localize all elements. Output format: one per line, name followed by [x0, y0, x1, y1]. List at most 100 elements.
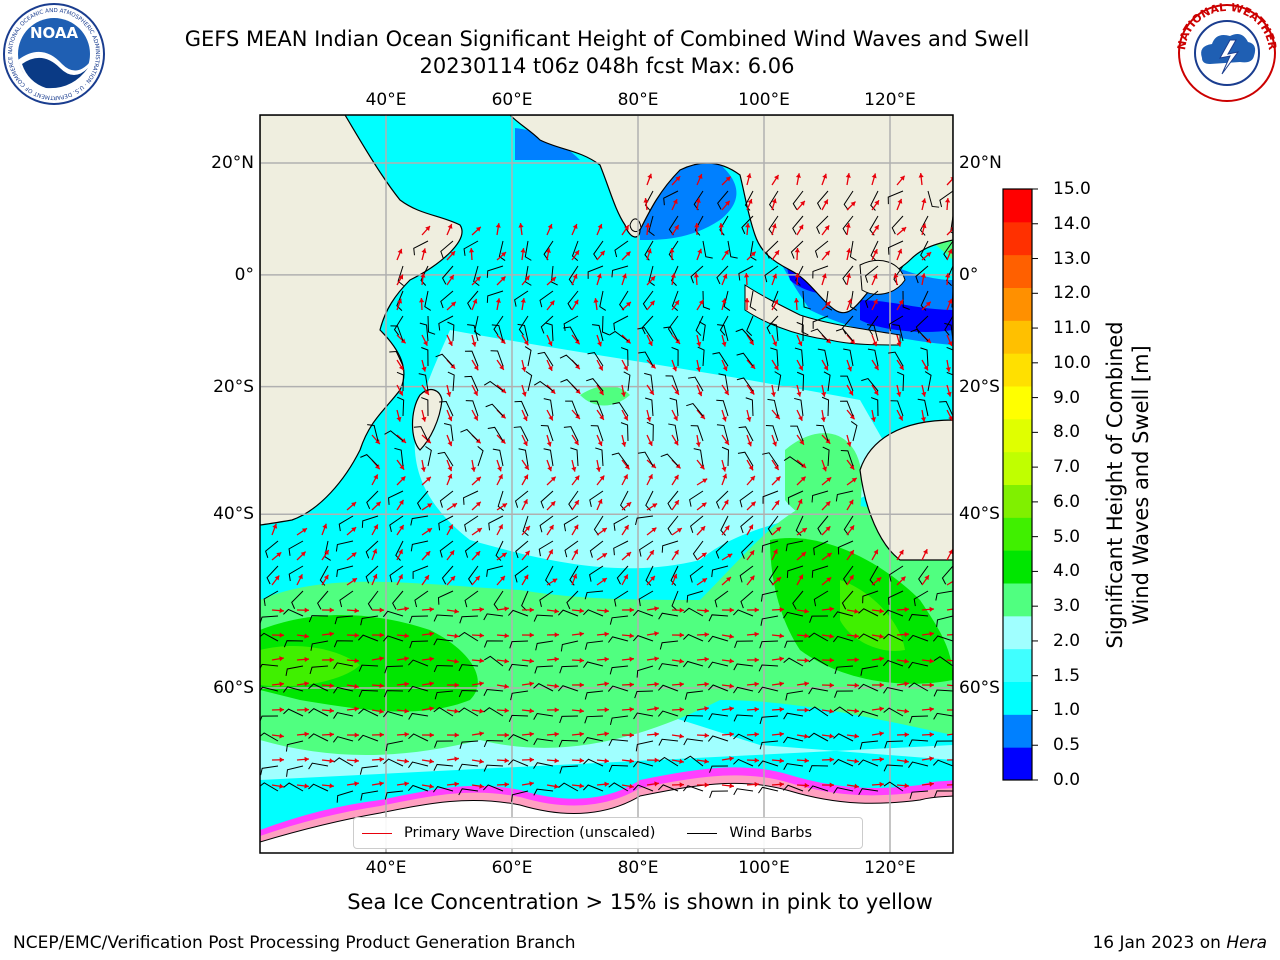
wave-arrow-head — [704, 706, 709, 712]
wave-arrow-head — [324, 550, 329, 556]
wind-barb — [360, 615, 379, 626]
wave-arrow-head — [724, 249, 729, 255]
colorbar-tick-label: 1.5 — [1053, 665, 1081, 686]
wave-arrow-head — [696, 367, 702, 372]
wave-arrow-head — [825, 526, 831, 532]
wave-arrow-head — [772, 273, 778, 279]
wave-arrow-head — [476, 528, 482, 533]
wind-barb — [632, 784, 654, 792]
wind-barb — [671, 590, 679, 612]
wind-barb — [492, 448, 504, 467]
wave-arrow-head — [804, 733, 809, 739]
wind-barb — [719, 315, 729, 336]
wind-barb — [843, 515, 854, 536]
wave-arrow-head — [447, 416, 453, 422]
wind-barb — [609, 615, 629, 625]
wave-arrow-head — [874, 225, 879, 231]
wind-barb — [683, 738, 704, 746]
wave-arrow-head — [854, 682, 859, 688]
wind-barb — [459, 615, 479, 624]
wave-arrow-head — [429, 783, 434, 789]
wind-barb — [493, 315, 504, 336]
wind-barb — [522, 515, 529, 537]
wave-arrow-head — [872, 274, 878, 279]
wave-arrow-head — [772, 341, 778, 347]
wind-barb — [396, 290, 404, 311]
wave-arrow-head — [524, 464, 529, 470]
wave-arrow-head — [946, 391, 952, 397]
legend-wind-label: Wind Barbs — [729, 825, 813, 841]
wave-arrow-head — [773, 365, 779, 371]
wind-barb — [702, 290, 711, 310]
wind-barb — [408, 761, 429, 769]
wave-arrow-head — [473, 365, 479, 371]
colorbar-swatch — [1003, 353, 1032, 387]
wind-barb — [812, 265, 829, 279]
wave-arrow-head — [479, 606, 484, 613]
wind-barb — [812, 315, 829, 329]
wind-barb — [308, 762, 329, 770]
wave-arrow-head — [700, 414, 705, 420]
wind-barb — [473, 265, 480, 287]
wind-barb — [683, 715, 704, 723]
wave-arrow-head — [779, 781, 784, 787]
wind-barb — [413, 426, 429, 442]
wave-arrow-head — [729, 783, 734, 789]
wind-barb — [288, 565, 304, 582]
wind-barb — [385, 740, 404, 752]
wave-arrow-head — [279, 632, 284, 638]
wind-barb — [860, 665, 879, 676]
wind-barb — [737, 451, 754, 467]
wind-barb — [464, 590, 479, 608]
wind-barb — [693, 448, 704, 467]
colorbar-swatch — [1003, 254, 1032, 288]
wind-barb — [384, 790, 404, 800]
borneo-landmass — [859, 260, 906, 295]
wind-barb — [392, 590, 404, 610]
wind-barb — [463, 240, 479, 256]
wave-arrow-head — [729, 756, 734, 762]
wave-arrow-head — [579, 631, 584, 637]
wave-arrow-head — [749, 575, 755, 581]
wind-barb — [913, 590, 929, 607]
wind-barb — [390, 325, 404, 342]
wind-barb — [308, 683, 329, 692]
wave-arrow-head — [404, 781, 409, 787]
wind-barb — [787, 490, 804, 505]
wind-barb — [760, 590, 779, 602]
wave-arrow-head — [572, 274, 578, 279]
wind-barb — [733, 609, 754, 617]
wind-barb — [716, 265, 729, 285]
wave-arrow-head — [651, 463, 656, 469]
colorbar-tick-label: 2.0 — [1053, 630, 1081, 651]
wave-arrow-head — [529, 607, 534, 613]
wind-barb — [533, 788, 554, 796]
wind-barb — [593, 515, 604, 536]
wind-barb — [514, 490, 529, 508]
wave-arrow-head — [524, 275, 530, 281]
wave-arrow-head — [379, 708, 384, 714]
wind-barb — [410, 515, 429, 526]
wave-arrow-head — [429, 732, 434, 738]
wave-arrow-head — [304, 607, 309, 613]
colorbar-tick-label: 0.5 — [1053, 735, 1081, 756]
wind-barb — [458, 664, 479, 672]
wave-arrow-head — [425, 551, 431, 557]
wave-arrow-head — [374, 464, 380, 470]
wind-barb — [409, 640, 429, 649]
wind-barb — [283, 686, 304, 693]
wave-arrow-head — [450, 576, 456, 582]
wave-arrow-head — [749, 550, 755, 556]
wind-barb — [365, 565, 379, 584]
wave-arrow-head — [823, 199, 828, 205]
colorbar-swatch — [1003, 484, 1032, 518]
wave-arrow-head — [447, 441, 453, 447]
wave-arrow-head — [429, 656, 434, 662]
wave-arrow-head — [468, 248, 475, 253]
wind-barb — [888, 315, 904, 332]
wind-barb — [464, 515, 479, 532]
wave-arrow-head — [529, 708, 534, 714]
wave-arrow-head — [574, 339, 580, 345]
wave-arrow-head — [401, 438, 407, 443]
